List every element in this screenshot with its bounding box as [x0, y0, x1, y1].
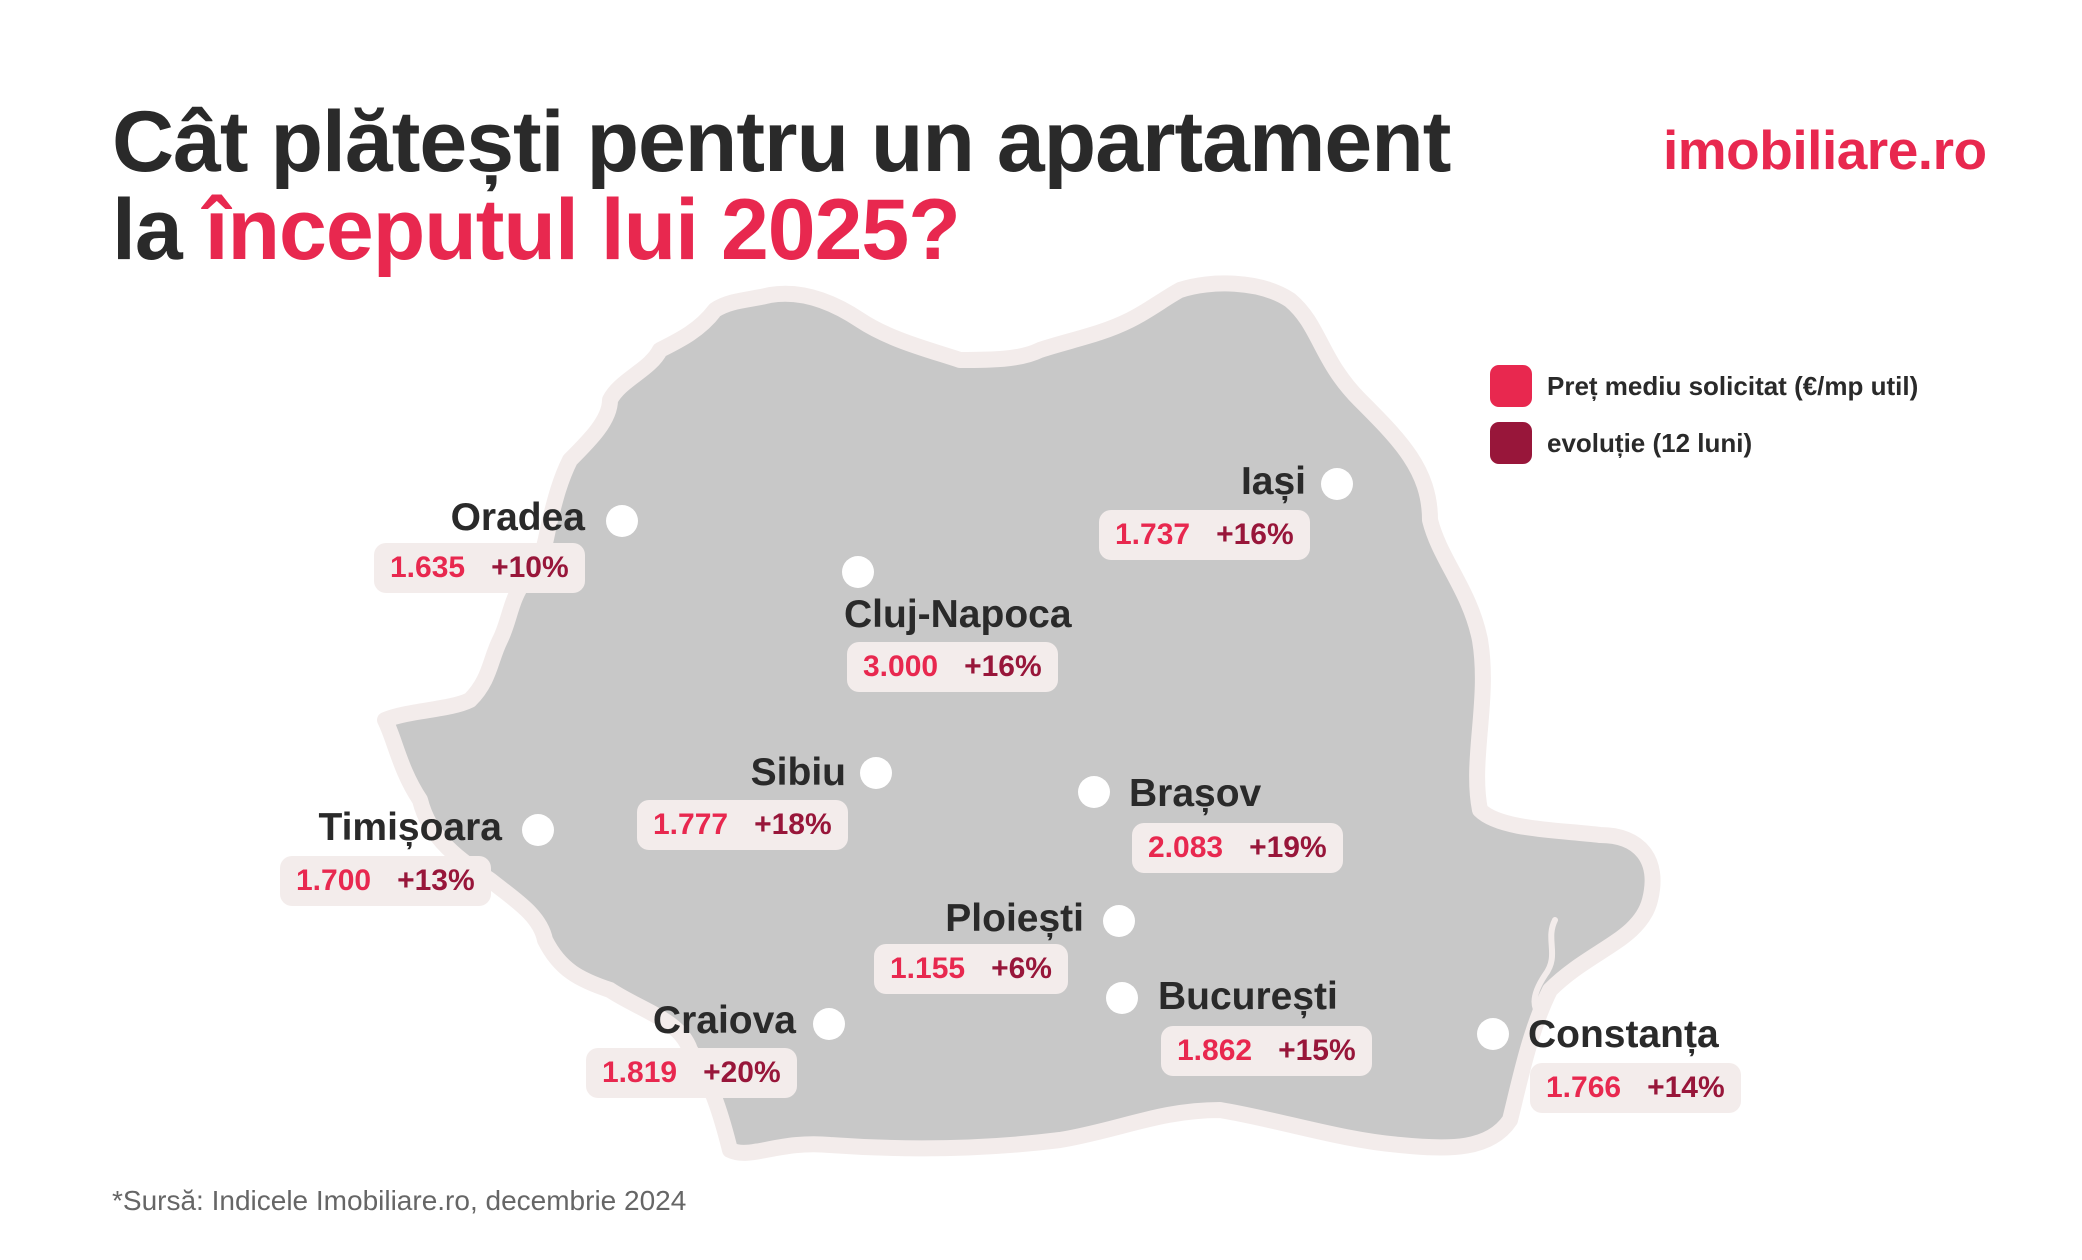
price-cluj-napoca: 3.000	[863, 650, 939, 683]
title-line-2-prefix: la	[112, 182, 205, 278]
price-iasi: 1.737	[1115, 518, 1191, 551]
city-marker-iasi[interactable]	[1321, 468, 1353, 500]
city-stats-constanta: 1.766 +14%	[1530, 1063, 1741, 1113]
change-ploiesti: +6%	[991, 952, 1052, 985]
change-oradea: +10%	[491, 551, 569, 584]
city-marker-timisoara[interactable]	[522, 814, 554, 846]
city-stats-ploiesti: 1.155 +6%	[874, 944, 1068, 994]
price-brasov: 2.083	[1148, 831, 1224, 864]
city-name-cluj-napoca: Cluj-Napoca	[844, 593, 1072, 636]
price-timisoara: 1.700	[296, 864, 372, 897]
title-line-1: Cât plătești pentru un apartament	[112, 94, 1451, 190]
change-sibiu: +18%	[754, 808, 832, 841]
city-name-bucuresti: București	[1158, 975, 1338, 1018]
price-sibiu: 1.777	[653, 808, 729, 841]
legend: Preț mediu solicitat (€/mp util) evoluți…	[1490, 365, 1918, 479]
change-brasov: +19%	[1249, 831, 1327, 864]
city-name-craiova: Craiova	[652, 999, 796, 1042]
city-stats-cluj-napoca: 3.000 +16%	[847, 642, 1058, 692]
legend-label-price: Preț mediu solicitat (€/mp util)	[1547, 370, 1919, 401]
city-marker-oradea[interactable]	[606, 505, 638, 537]
romania-outline	[377, 275, 1661, 1161]
city-stats-craiova: 1.819 +20%	[586, 1048, 797, 1098]
city-stats-oradea: 1.635 +10%	[374, 543, 585, 593]
city-marker-craiova[interactable]	[813, 1008, 845, 1040]
danube-delta-detail	[1531, 917, 1558, 1018]
source-note: *Sursă: Indicele Imobiliare.ro, decembri…	[112, 1185, 687, 1216]
city-name-timisoara: Timișoara	[318, 806, 502, 849]
legend-swatch-evolution	[1490, 422, 1532, 464]
change-constanta: +14%	[1647, 1071, 1725, 1104]
price-oradea: 1.635	[390, 551, 466, 584]
city-marker-sibiu[interactable]	[860, 757, 892, 789]
city-stats-timisoara: 1.700 +13%	[280, 856, 491, 906]
change-craiova: +20%	[703, 1056, 781, 1089]
city-marker-bucuresti[interactable]	[1106, 982, 1138, 1014]
imobiliare-logo[interactable]: imobiliare.ro	[1663, 119, 1987, 181]
price-constanta: 1.766	[1546, 1071, 1622, 1104]
city-stats-brasov: 2.083 +19%	[1132, 823, 1343, 873]
city-stats-bucuresti: 1.862 +15%	[1161, 1026, 1372, 1076]
change-cluj-napoca: +16%	[964, 650, 1042, 683]
legend-item-price: Preț mediu solicitat (€/mp util)	[1490, 365, 1918, 407]
city-name-sibiu: Sibiu	[750, 751, 846, 794]
legend-item-evolution: evoluție (12 luni)	[1490, 422, 1918, 464]
change-timisoara: +13%	[397, 864, 475, 897]
legend-swatch-price	[1490, 365, 1532, 407]
city-name-ploiesti: Ploiești	[945, 897, 1084, 940]
price-craiova: 1.819	[602, 1056, 678, 1089]
city-marker-constanta[interactable]	[1477, 1018, 1509, 1050]
city-stats-sibiu: 1.777 +18%	[637, 800, 848, 850]
page-title: Cât plătești pentru un apartament la înc…	[112, 98, 1451, 274]
city-name-oradea: Oradea	[450, 496, 585, 539]
city-name-brasov: Brașov	[1129, 772, 1262, 815]
change-iasi: +16%	[1216, 518, 1294, 551]
city-marker-cluj-napoca[interactable]	[842, 556, 874, 588]
city-marker-brasov[interactable]	[1078, 776, 1110, 808]
price-ploiesti: 1.155	[890, 952, 966, 985]
change-bucuresti: +15%	[1278, 1034, 1356, 1067]
price-bucuresti: 1.862	[1177, 1034, 1253, 1067]
city-stats-iasi: 1.737 +16%	[1099, 510, 1310, 560]
title-line-2-accent: începutul lui 2025?	[204, 182, 961, 278]
city-marker-ploiesti[interactable]	[1103, 905, 1135, 937]
legend-label-evolution: evoluție (12 luni)	[1547, 427, 1753, 458]
city-name-constanta: Constanța	[1528, 1013, 1719, 1056]
city-name-iasi: Iași	[1240, 460, 1306, 503]
